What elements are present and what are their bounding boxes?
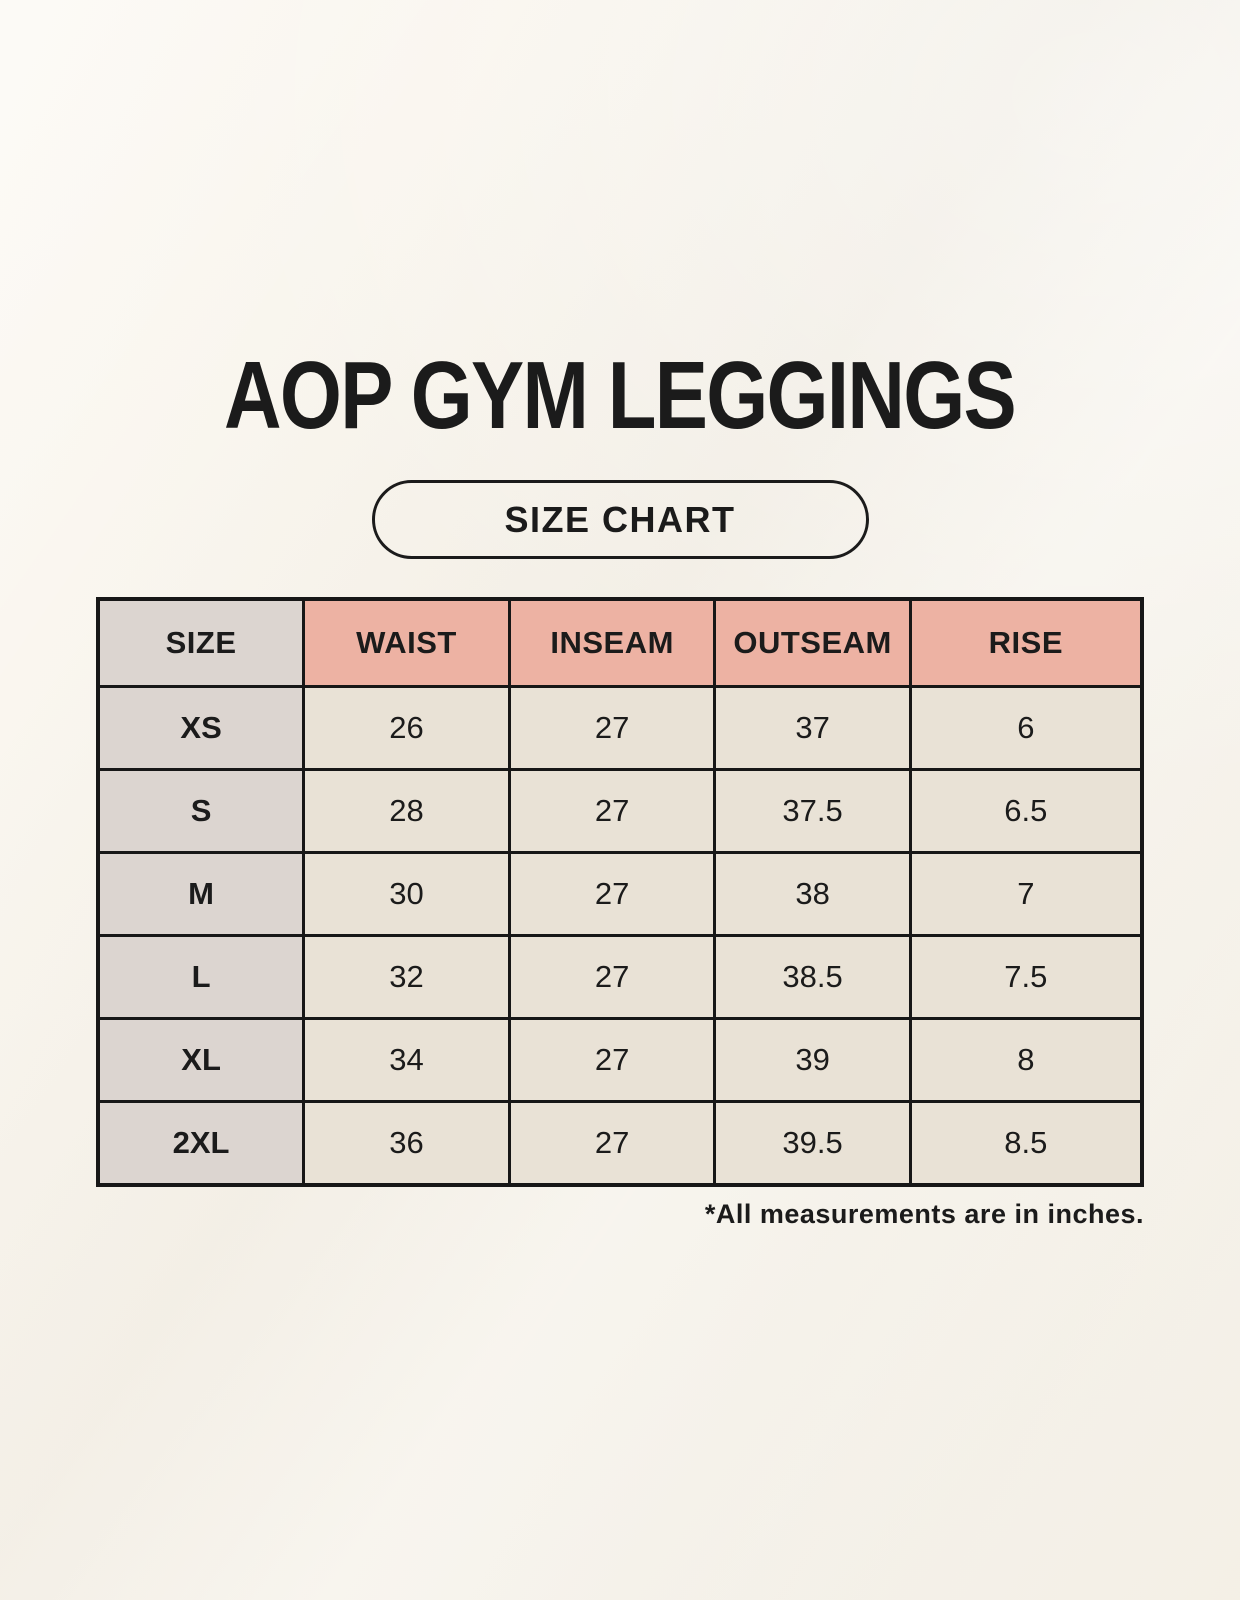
row-label: M: [96, 851, 306, 937]
content-column: AOP GYM LEGGINGS SIZE CHART SIZE WAIST I…: [96, 342, 1144, 1229]
page-title: AOP GYM LEGGINGS: [224, 342, 1017, 449]
table-cell: 6: [908, 685, 1144, 771]
size-table-container: SIZE WAIST INSEAM OUTSEAM RISE XS 26 27 …: [96, 597, 1144, 1187]
table-cell: 27: [507, 768, 717, 854]
table-row-s: S 28 27 37.5 6.5: [96, 768, 1144, 854]
column-header-inseam: INSEAM: [507, 597, 717, 688]
table-cell: 7: [908, 851, 1144, 937]
table-cell: 7.5: [908, 934, 1144, 1020]
table-row-2xl: 2XL 36 27 39.5 8.5: [96, 1100, 1144, 1186]
table-cell: 8.5: [908, 1100, 1144, 1186]
table-cell: 26: [302, 685, 511, 771]
header-row: SIZE WAIST INSEAM OUTSEAM RISE: [96, 597, 1144, 688]
table-cell: 36: [302, 1100, 511, 1186]
column-header-size: SIZE: [96, 597, 306, 688]
table-cell: 37.5: [713, 768, 912, 854]
row-label: S: [96, 768, 306, 854]
column-header-waist: WAIST: [302, 597, 511, 688]
table-cell: 27: [507, 1100, 717, 1186]
size-table: SIZE WAIST INSEAM OUTSEAM RISE XS 26 27 …: [96, 597, 1144, 1187]
table-cell: 27: [507, 934, 717, 1020]
table-cell: 27: [507, 851, 717, 937]
row-label: L: [96, 934, 306, 1020]
table-cell: 27: [507, 1017, 717, 1103]
table-cell: 39.5: [713, 1100, 912, 1186]
row-label: 2XL: [96, 1100, 306, 1186]
row-label: XS: [96, 685, 306, 771]
table-cell: 34: [302, 1017, 511, 1103]
table-row-l: L 32 27 38.5 7.5: [96, 934, 1144, 1020]
table-cell: 39: [713, 1017, 912, 1103]
table-cell: 6.5: [908, 768, 1144, 854]
table-cell: 27: [507, 685, 717, 771]
table-row-xs: XS 26 27 37 6: [96, 685, 1144, 771]
table-cell: 32: [302, 934, 511, 1020]
table-cell: 37: [713, 685, 912, 771]
table-cell: 8: [908, 1017, 1144, 1103]
table-row-m: M 30 27 38 7: [96, 851, 1144, 937]
table-row-xl: XL 34 27 39 8: [96, 1017, 1144, 1103]
column-header-rise: RISE: [908, 597, 1144, 688]
footnote: *All measurements are in inches.: [704, 1198, 1144, 1229]
table-cell: 38: [713, 851, 912, 937]
size-chart-badge: SIZE CHART: [371, 480, 869, 559]
table-cell: 38.5: [713, 934, 912, 1020]
column-header-outseam: OUTSEAM: [713, 597, 912, 688]
table-cell: 30: [302, 851, 511, 937]
table-cell: 28: [302, 768, 511, 854]
row-label: XL: [96, 1017, 306, 1103]
size-chart-badge-label: SIZE CHART: [504, 498, 736, 540]
